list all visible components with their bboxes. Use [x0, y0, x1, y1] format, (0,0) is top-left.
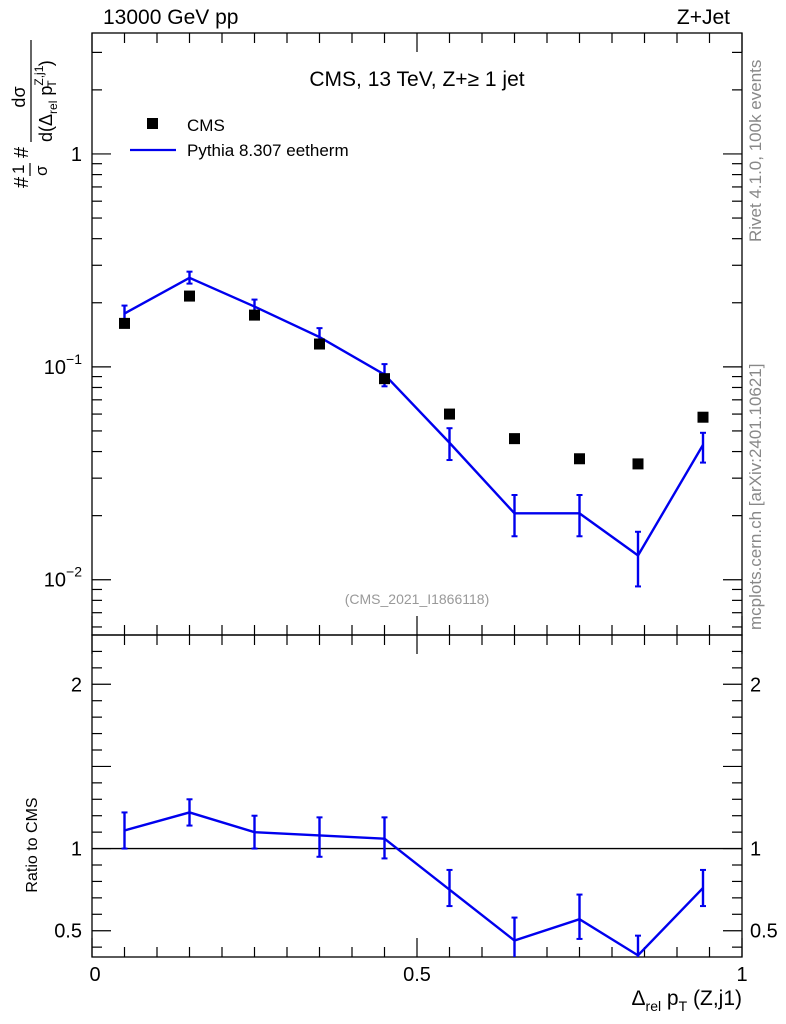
ratio-y-tick-label: 2	[71, 674, 82, 696]
legend-marker-cms	[147, 118, 158, 129]
cms-data-point	[314, 338, 325, 350]
analysis-watermark: (CMS_2021_I1866118)	[345, 591, 490, 607]
chart-title: CMS, 13 TeV, Z+≥ 1 jet	[309, 68, 524, 91]
header-left: 13000 GeV pp	[103, 6, 239, 29]
cms-data-point	[509, 433, 520, 445]
x-tick-label: 0	[89, 964, 100, 986]
y-tick-label: 10−1	[44, 351, 82, 379]
ratio-y-axis-label: Ratio to CMS	[24, 797, 41, 892]
legend-label-pythia: Pythia 8.307 eetherm	[187, 141, 349, 160]
cms-data-point	[632, 458, 644, 470]
y-tick-label: 1	[71, 144, 82, 166]
svg-text:#: #	[11, 146, 33, 158]
cms-data-point	[444, 408, 455, 420]
cms-data-point	[379, 373, 390, 385]
svg-text:d(Δrel pZ,j1T): d(Δrel pZ,j1T)	[32, 60, 60, 142]
ratio-y-tick-label: 0.5	[54, 921, 82, 943]
svg-text:1: 1	[9, 165, 28, 174]
y-tick-label: 10−2	[44, 564, 82, 592]
header-right: Z+Jet	[676, 6, 730, 29]
mc-line	[123, 276, 705, 558]
ratio-y-tick-label-right: 2	[750, 674, 761, 696]
ratio-y-tick-label: 1	[71, 839, 82, 861]
ratio-series-group	[121, 798, 706, 957]
x-tick-label: 1	[736, 964, 747, 986]
cms-data-point	[697, 411, 709, 423]
ratio-y-tick-label-right: 0.5	[750, 921, 778, 943]
main-series-group	[121, 270, 706, 588]
legend-label-cms: CMS	[187, 116, 225, 135]
y-axis-label: #1 σ#dσd(Δrel pZ,j1T)	[9, 40, 60, 188]
svg-text:σ: σ	[32, 165, 51, 176]
cms-data-point	[119, 317, 130, 329]
svg-text:#: #	[11, 176, 33, 188]
cms-data-point	[184, 290, 195, 302]
x-tick-label: 0.5	[403, 964, 431, 986]
ratio-y-tick-label-right: 1	[750, 839, 761, 861]
ratio-line	[124, 811, 704, 957]
cms-data-point	[574, 453, 585, 465]
ratio-panel-frame	[91, 634, 743, 958]
svg-text:dσ: dσ	[9, 86, 29, 107]
x-axis-label: Δrel pT (Z,j1)	[632, 987, 743, 1014]
cms-data-point	[249, 309, 260, 321]
